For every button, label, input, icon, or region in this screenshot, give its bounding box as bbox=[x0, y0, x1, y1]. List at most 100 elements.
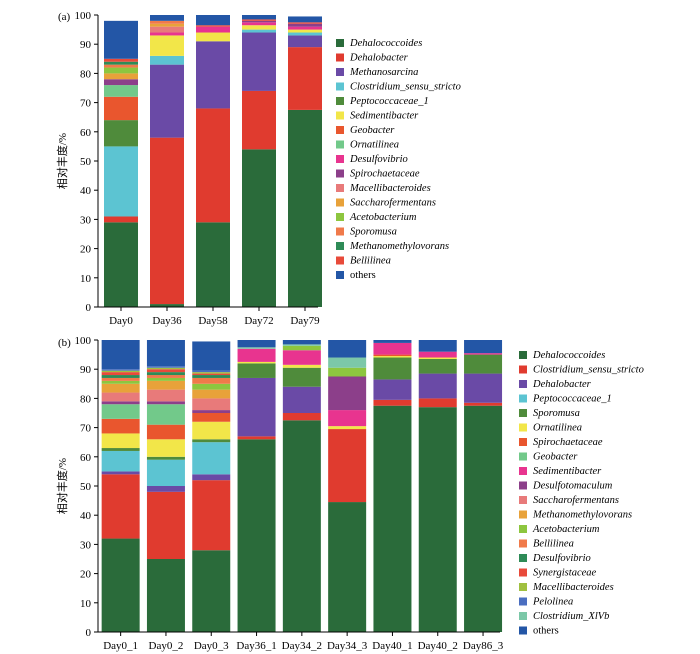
bar-segment-day0_1-macellibacteroides bbox=[101, 370, 140, 373]
bar-segment-day0_2-desulfovibrio bbox=[146, 372, 185, 376]
legend-label: Desulfovibrio bbox=[532, 553, 591, 564]
bar-segment-day72-others bbox=[242, 15, 276, 20]
legend-label: Sedimentibacter bbox=[350, 111, 419, 122]
legend-swatch bbox=[519, 626, 527, 635]
bar-segment-day0-dehalococcoides bbox=[104, 222, 138, 307]
x-tick-label: Day58 bbox=[198, 315, 228, 327]
legend-swatch bbox=[336, 126, 344, 134]
x-tick-label: Day0 bbox=[109, 315, 133, 327]
legend-label: Dehalobacter bbox=[349, 53, 409, 64]
legend-swatch bbox=[336, 213, 344, 221]
bar-segment-day0_3-acetobacterium bbox=[192, 383, 231, 390]
y-tick-label: 20 bbox=[80, 244, 92, 256]
legend-label: others bbox=[350, 270, 376, 281]
bar-segment-day72-bellilinea bbox=[242, 19, 276, 21]
legend-label: Clostridium_sensu_stricto bbox=[533, 365, 644, 376]
bar-segment-day0_1-dehalobacter bbox=[101, 471, 140, 475]
legend-swatch bbox=[336, 256, 344, 265]
y-tick-label: 20 bbox=[80, 569, 92, 581]
bar-segment-day40_1-spirochaetaceae bbox=[373, 354, 412, 357]
bar-segment-day34_2-dehalococcoides bbox=[282, 420, 321, 632]
legend-swatch bbox=[336, 155, 344, 163]
y-tick-label: 80 bbox=[80, 393, 92, 405]
bar-segment-day36_1-clostridium-xlvb bbox=[237, 347, 276, 349]
legend-swatch bbox=[519, 438, 527, 446]
y-tick-label: 0 bbox=[86, 627, 92, 639]
bar-segment-day58-dehalococcoides bbox=[196, 222, 230, 307]
legend-label: Methanomethylovorans bbox=[532, 510, 632, 521]
bar-segment-day0_2-bellilinea bbox=[146, 375, 185, 378]
legend-swatch bbox=[336, 271, 344, 279]
bar-segment-day58-others bbox=[196, 15, 230, 26]
y-tick-label: 50 bbox=[80, 156, 92, 168]
bar-segment-day0_1-others bbox=[101, 340, 140, 370]
bar-segment-day0_3-sporomusa bbox=[192, 439, 231, 443]
bar-segment-day40_2-dehalococcoides bbox=[418, 407, 457, 632]
legend-swatch bbox=[519, 467, 527, 475]
bar-segment-day40_1-clostridium-sensu-stricto bbox=[373, 399, 412, 406]
bar-segment-day0_2-dehalococcoides bbox=[146, 559, 185, 632]
legend-label: Methanosarcina bbox=[349, 67, 418, 78]
legend-swatch bbox=[519, 510, 527, 519]
bar-segment-day0_1-desulfovibrio bbox=[101, 375, 140, 378]
bar-segment-day40_1-sedimentibacter bbox=[373, 342, 412, 355]
bar-segment-day36-sporomusa bbox=[150, 20, 184, 24]
bar-segment-day34_2-clostridium-xlvb bbox=[282, 344, 321, 346]
legend-label: Bellilinea bbox=[533, 539, 574, 550]
legend-swatch bbox=[336, 82, 344, 91]
bar-segment-day34_3-ornatilinea bbox=[328, 426, 367, 430]
legend-swatch bbox=[519, 351, 527, 359]
bar-segment-day0_3-macellibacteroides bbox=[192, 372, 231, 374]
bar-segment-day0_2-saccharofermentans bbox=[146, 389, 185, 402]
bar-segment-day40_1-dehalococcoides bbox=[373, 405, 412, 632]
x-tick-label: Day40_1 bbox=[372, 640, 412, 652]
legend-label: Methanomethylovorans bbox=[349, 241, 449, 252]
bar-segment-day79-desulfovibrio bbox=[288, 26, 322, 30]
x-tick-label: Day0_2 bbox=[149, 640, 184, 652]
bar-segment-day86_3-others bbox=[464, 340, 503, 354]
bar-segment-day40_1-ornatilinea bbox=[373, 356, 412, 358]
bar-segment-day36_1-sporomusa bbox=[237, 363, 276, 378]
legend-label: Desulfovibrio bbox=[349, 154, 408, 165]
bar-segment-day40_2-clostridium-sensu-stricto bbox=[418, 398, 457, 408]
bar-segment-day0_3-bellilinea bbox=[192, 377, 231, 384]
bar-segment-day40_2-ornatilinea bbox=[418, 357, 457, 359]
bar-segment-day86_3-clostridium-sensu-stricto bbox=[464, 402, 503, 406]
bar-segment-day36-sedimentibacter bbox=[150, 35, 184, 56]
y-tick-label: 30 bbox=[80, 539, 92, 551]
bar-segment-day0_2-pelolinea bbox=[146, 366, 185, 368]
legend-label: Geobacter bbox=[350, 125, 395, 136]
x-tick-label: Day36_1 bbox=[236, 640, 276, 652]
legend-swatch bbox=[336, 169, 344, 178]
bar-segment-day0_3-methanomethylovorans bbox=[192, 389, 231, 399]
bar-segment-day36_1-ornatilinea bbox=[237, 361, 276, 364]
bar-segment-day0_3-others bbox=[192, 341, 231, 371]
bar-segment-day0-spirochaetaceae bbox=[104, 79, 138, 86]
bar-segment-day0_2-acetobacterium bbox=[146, 377, 185, 381]
legend-swatch bbox=[519, 452, 527, 461]
bar-segment-day36-saccharofermentans bbox=[150, 23, 184, 27]
legend-label: Pelolinea bbox=[532, 597, 573, 608]
x-tick-label: Day34_2 bbox=[282, 640, 322, 652]
legend-swatch bbox=[519, 525, 527, 533]
bar-segment-day36_1-dehalococcoides bbox=[237, 439, 276, 632]
bar-segment-day72-methanosarcina bbox=[242, 32, 276, 91]
legend-label: Ornatilinea bbox=[533, 423, 582, 434]
y-tick-label: 0 bbox=[86, 302, 92, 314]
bar-segment-day0_1-desulfotomaculum bbox=[101, 401, 140, 405]
bar-segment-day0_2-peptococcaceae-1 bbox=[146, 459, 185, 486]
bar-segment-day0_3-synergistaceae bbox=[192, 373, 231, 376]
bar-segment-day34_2-clostridium-sensu-stricto bbox=[282, 413, 321, 421]
legend-swatch bbox=[519, 365, 527, 374]
bar-segment-day40_1-dehalobacter bbox=[373, 379, 412, 400]
legend-swatch bbox=[519, 394, 527, 403]
legend-label: Sporomusa bbox=[533, 408, 580, 419]
bar-segment-day72-desulfovibrio bbox=[242, 22, 276, 26]
bar-segment-day36_1-dehalobacter bbox=[237, 377, 276, 437]
bar-segment-day79-bellilinea bbox=[288, 22, 322, 24]
x-tick-label: Day34_3 bbox=[327, 640, 368, 652]
bar-segment-day0_2-others bbox=[146, 340, 185, 367]
y-axis-title: 相对丰度/% bbox=[55, 133, 69, 189]
bar-segment-day79-clostridium-sensu-stricto bbox=[288, 32, 322, 36]
bar-segment-day79-methanosarcina bbox=[288, 35, 322, 48]
